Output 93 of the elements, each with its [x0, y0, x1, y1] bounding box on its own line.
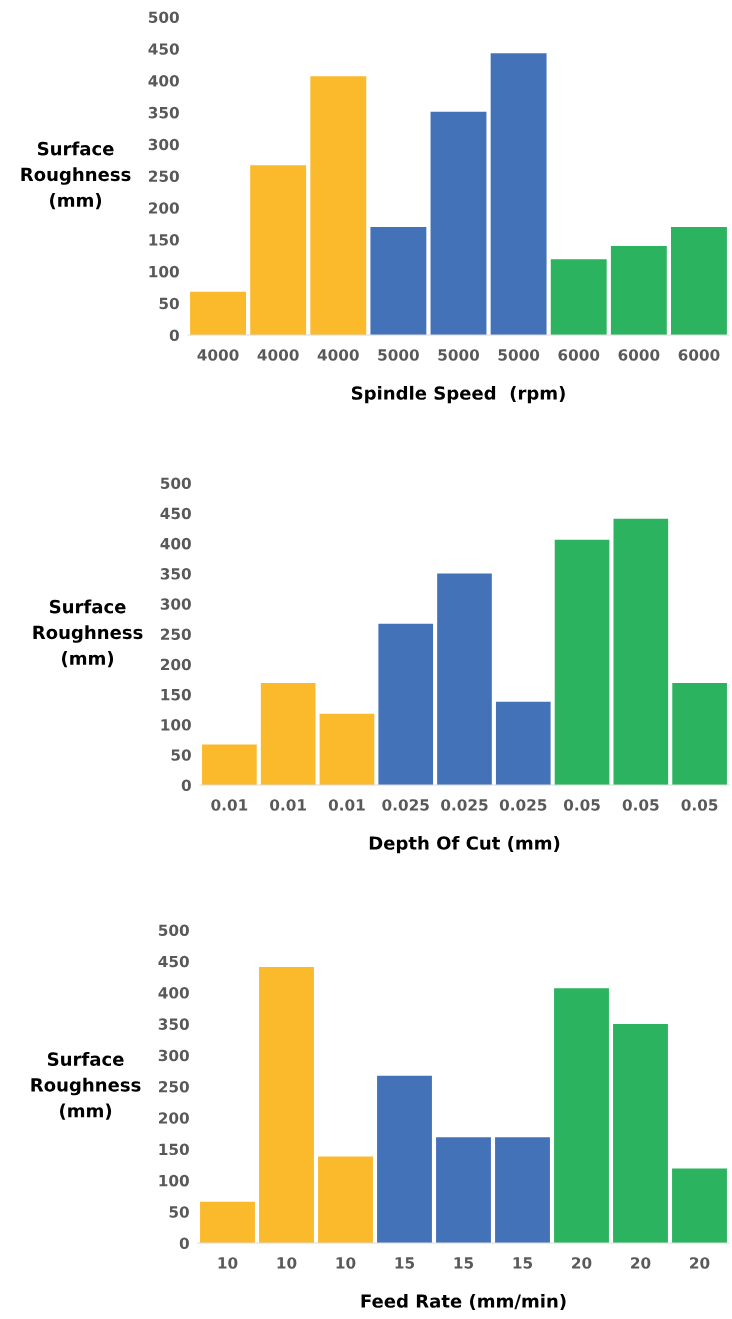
y-tick-label: 300: [158, 1049, 189, 1062]
x-tick-label: 10: [336, 1257, 356, 1269]
x-tick-label: 4000: [197, 349, 239, 361]
bar: [318, 1156, 373, 1243]
y-tick-label: 0: [179, 1237, 189, 1250]
y-tick-label: 250: [148, 170, 179, 183]
y-tick-label: 250: [160, 628, 191, 641]
bar: [490, 53, 547, 335]
y-tick-label: 300: [160, 598, 191, 610]
bar: [437, 573, 492, 785]
x-axis-title: Feed Rate (mm/min): [361, 1293, 566, 1310]
y-tick-label: 100: [159, 1174, 189, 1187]
x-tick-label: 0.01: [211, 799, 248, 811]
y-tick-label: 450: [160, 507, 191, 520]
bar: [377, 1075, 432, 1243]
bar: [319, 713, 375, 785]
x-tick-label: 10: [277, 1257, 297, 1269]
y-tick-label: 400: [158, 987, 189, 999]
bar: [613, 1023, 668, 1243]
x-tick-label: 0.025: [441, 799, 488, 811]
bar: [200, 1201, 255, 1243]
x-tick-label: 15: [513, 1257, 533, 1269]
bar: [250, 165, 307, 335]
y-tick-label: 200: [148, 202, 179, 214]
y-tick-label: 300: [148, 138, 179, 151]
x-tick-label: 0.01: [270, 799, 306, 811]
y-tick-label: 400: [160, 537, 191, 550]
x-tick-label: 0.05: [563, 799, 600, 811]
x-tick-label: 5000: [378, 349, 419, 361]
bar: [672, 1168, 727, 1243]
bar: [370, 226, 427, 335]
bar: [430, 111, 487, 335]
x-tick-label: 20: [572, 1257, 592, 1269]
x-tick-label: 5000: [498, 349, 540, 361]
bar: [378, 623, 434, 785]
x-tick-label: 0.025: [499, 799, 547, 811]
x-tick-label: 20: [631, 1257, 651, 1269]
x-tick-label: 15: [395, 1257, 415, 1269]
y-tick-label: 350: [158, 1018, 189, 1030]
bar: [613, 518, 669, 785]
bar: [672, 682, 727, 785]
x-axis-title: Spindle Speed (rpm): [351, 385, 565, 404]
y-axis-title: Surface Roughness (mm): [31, 1051, 141, 1120]
bar: [554, 539, 610, 785]
y-tick-label: 450: [148, 43, 179, 55]
y-tick-label: 50: [169, 1206, 189, 1218]
y-tick-label: 100: [149, 265, 179, 278]
bar: [202, 744, 257, 785]
bar: [310, 76, 367, 335]
bar: [259, 966, 314, 1243]
y-tick-label: 500: [158, 924, 189, 937]
y-tick-label: 0: [181, 779, 191, 792]
y-tick-label: 50: [171, 749, 191, 761]
bar: [190, 291, 247, 335]
y-tick-label: 50: [159, 297, 179, 310]
y-axis-title: Surface Roughness (mm): [21, 141, 131, 210]
x-tick-label: 5000: [438, 349, 480, 361]
y-tick-label: 450: [158, 955, 189, 968]
x-tick-label: 20: [690, 1257, 710, 1269]
x-tick-label: 6000: [618, 349, 660, 361]
x-tick-label: 0.05: [681, 799, 718, 811]
x-tick-label: 0.05: [622, 799, 659, 811]
y-tick-label: 150: [161, 688, 191, 701]
y-tick-label: 150: [149, 234, 179, 246]
y-tick-label: 200: [158, 1112, 189, 1124]
x-tick-label: 4000: [317, 349, 359, 361]
x-tick-label: 0.01: [328, 799, 365, 811]
y-tick-label: 150: [159, 1143, 189, 1156]
y-axis-title: Surface Roughness (mm): [33, 599, 143, 668]
y-tick-label: 500: [148, 11, 179, 24]
y-tick-label: 500: [160, 477, 191, 490]
x-tick-label: 0.025: [382, 799, 429, 811]
bar: [260, 682, 316, 785]
x-tick-label: 4000: [257, 349, 299, 361]
x-tick-label: 15: [454, 1257, 474, 1269]
bar: [554, 988, 609, 1243]
y-tick-label: 350: [148, 106, 179, 119]
x-tick-label: 6000: [558, 349, 600, 361]
y-tick-label: 0: [169, 329, 179, 342]
bar: [495, 1137, 550, 1243]
y-tick-label: 350: [160, 568, 191, 580]
bar: [436, 1137, 491, 1243]
bar: [550, 259, 607, 335]
bar: [670, 226, 727, 335]
y-tick-label: 400: [148, 75, 179, 87]
x-tick-label: 6000: [678, 349, 720, 361]
x-tick-label: 10: [218, 1257, 238, 1269]
y-tick-label: 200: [160, 658, 191, 671]
y-tick-label: 250: [158, 1080, 189, 1093]
bar: [495, 701, 551, 785]
y-tick-label: 100: [161, 719, 191, 731]
x-axis-title: Depth Of Cut (mm): [369, 835, 560, 854]
bar: [610, 245, 667, 335]
